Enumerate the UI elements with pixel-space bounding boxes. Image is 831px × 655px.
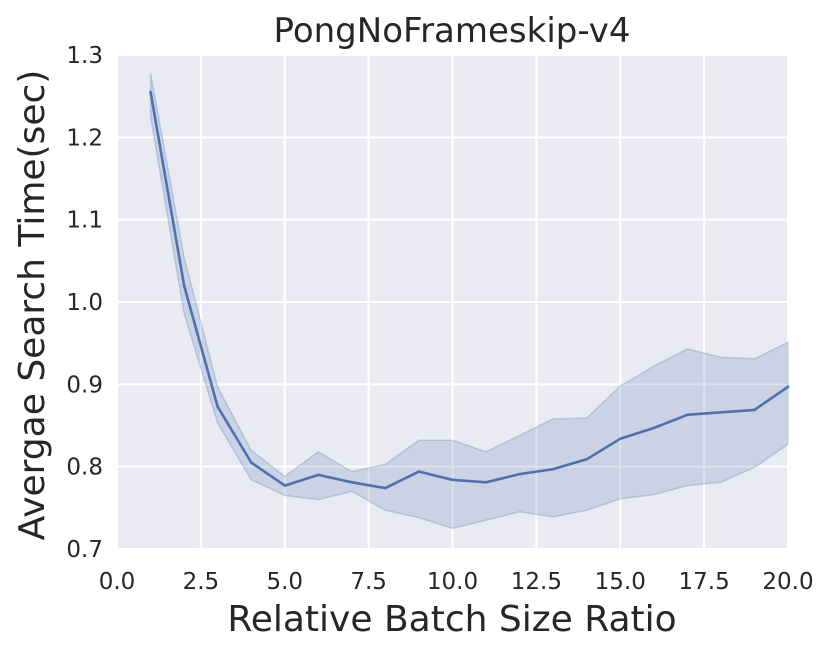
data-point <box>384 486 387 490</box>
data-point <box>283 484 287 487</box>
x-tick-labels: 0.0 2.5 5.0 7.5 10.0 12.5 15.0 17.5 20.0 <box>99 569 814 595</box>
data-point <box>518 472 521 476</box>
y-tick-label: 1.0 <box>66 290 103 316</box>
chart-title: PongNoFrameskip-v4 <box>274 11 631 51</box>
data-point <box>753 408 756 412</box>
data-point <box>719 411 723 414</box>
data-point <box>182 284 186 287</box>
x-tick-label: 7.5 <box>350 569 387 595</box>
y-tick-label: 1.1 <box>66 208 103 234</box>
y-tick-label: 0.8 <box>66 455 103 481</box>
x-tick-label: 0.0 <box>99 569 136 595</box>
x-tick-label: 20.0 <box>762 569 813 595</box>
data-point <box>451 478 454 482</box>
y-tick-label: 1.2 <box>66 125 103 151</box>
y-tick-label: 0.7 <box>66 537 103 563</box>
series-line-layer <box>149 90 790 490</box>
y-tick-labels: 0.7 0.8 0.9 1.0 1.1 1.2 1.3 <box>66 43 103 563</box>
data-point <box>216 405 219 408</box>
x-tick-label: 2.5 <box>183 569 220 595</box>
data-point <box>249 461 253 464</box>
confidence-band-layer <box>149 72 789 530</box>
data-point <box>618 437 622 440</box>
data-point <box>551 467 555 471</box>
data-point <box>786 385 790 389</box>
data-point <box>686 413 689 417</box>
data-point <box>652 426 656 430</box>
series-line <box>149 90 790 490</box>
x-tick-label: 5.0 <box>266 569 303 595</box>
y-tick-label: 1.3 <box>66 43 103 69</box>
confidence-band <box>149 72 789 530</box>
x-tick-label: 10.0 <box>427 569 478 595</box>
x-tick-label: 15.0 <box>595 569 646 595</box>
data-point <box>317 473 320 477</box>
grid <box>116 54 789 550</box>
y-axis-label: Avergae Search Time(sec) <box>12 70 53 541</box>
data-point <box>417 470 421 473</box>
x-tick-label: 12.5 <box>511 569 562 595</box>
data-point <box>350 481 354 484</box>
x-axis-label: Relative Batch Size Ratio <box>227 599 676 640</box>
x-tick-label: 17.5 <box>679 569 730 595</box>
y-tick-label: 0.9 <box>66 372 103 398</box>
data-point <box>484 481 488 484</box>
data-point <box>149 90 152 94</box>
data-point <box>585 457 588 461</box>
